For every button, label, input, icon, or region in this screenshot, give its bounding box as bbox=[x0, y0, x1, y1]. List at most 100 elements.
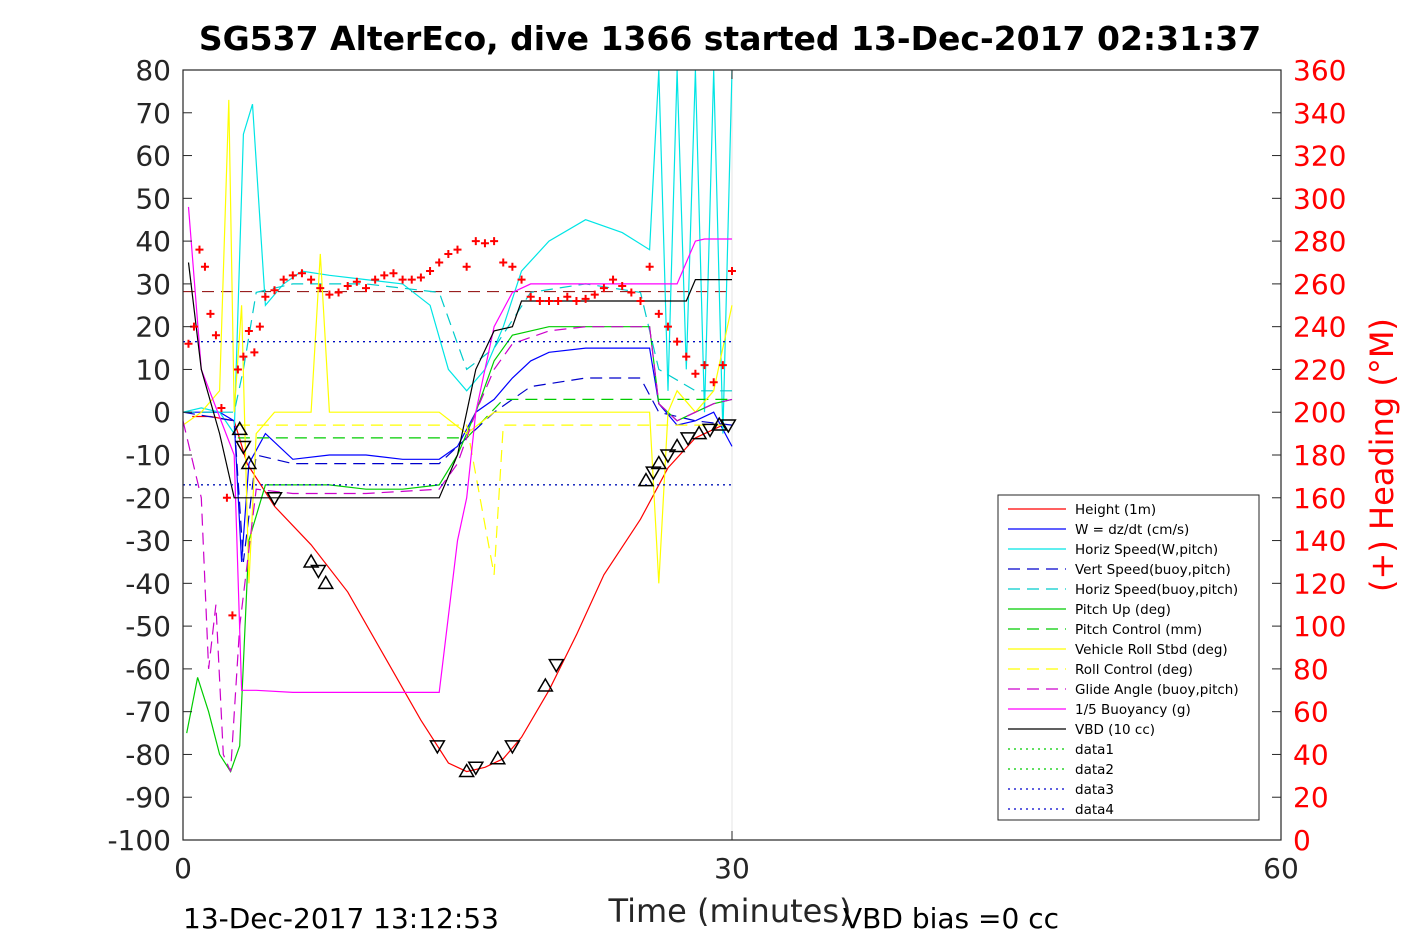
x-tick-label: 30 bbox=[714, 852, 750, 885]
heading-point bbox=[316, 284, 325, 293]
heading-point bbox=[499, 258, 508, 267]
y-tick-label: 40 bbox=[135, 225, 171, 258]
heading-point bbox=[325, 290, 334, 299]
depth-marker bbox=[467, 761, 485, 776]
y2-tick-label: 220 bbox=[1293, 353, 1346, 386]
heading-point bbox=[195, 245, 204, 254]
y2-tick-label: 180 bbox=[1293, 439, 1346, 472]
heading-point bbox=[444, 249, 453, 258]
depth-marker bbox=[240, 455, 258, 470]
depth-marker bbox=[489, 750, 507, 765]
series-line bbox=[192, 415, 724, 773]
legend-label: Horiz Speed(buoy,pitch) bbox=[1075, 582, 1238, 598]
chart-title: SG537 AlterEco, dive 1366 started 13-Dec… bbox=[199, 19, 1261, 58]
heading-point bbox=[362, 284, 370, 293]
heading-point bbox=[380, 271, 389, 280]
heading-point bbox=[334, 288, 343, 297]
heading-point bbox=[673, 337, 682, 346]
y2-tick-label: 240 bbox=[1293, 311, 1346, 344]
heading-point bbox=[709, 378, 718, 387]
y-tick-label: 20 bbox=[135, 311, 171, 344]
legend-label: Glide Angle (buoy,pitch) bbox=[1075, 682, 1239, 698]
heading-point bbox=[545, 297, 553, 305]
heading-point bbox=[490, 237, 499, 246]
y2-tick-label: 140 bbox=[1293, 525, 1346, 558]
depth-marker bbox=[720, 419, 737, 434]
heading-point bbox=[407, 275, 416, 284]
y2-tick-label: 340 bbox=[1293, 97, 1346, 130]
heading-point bbox=[590, 290, 599, 299]
depth-marker bbox=[302, 553, 320, 568]
heading-point bbox=[535, 297, 544, 305]
depth-marker bbox=[235, 440, 252, 455]
legend-label: Height (1m) bbox=[1075, 502, 1156, 518]
legend-label: data4 bbox=[1075, 802, 1114, 818]
heading-point bbox=[700, 361, 709, 370]
y-tick-label: 0 bbox=[153, 396, 171, 429]
heading-point bbox=[307, 275, 316, 284]
heading-point bbox=[270, 286, 279, 295]
series-line bbox=[187, 262, 732, 499]
y-tick-label: 70 bbox=[135, 97, 171, 130]
x-axis: 0 30 60 bbox=[174, 70, 1299, 885]
series-line bbox=[182, 326, 733, 772]
heading-point bbox=[398, 275, 407, 284]
y2-tick-label: 100 bbox=[1293, 610, 1346, 643]
y-tick-label: -50 bbox=[125, 610, 171, 643]
heading-point bbox=[200, 262, 209, 271]
footer-vbd-bias: VBD bias =0 cc bbox=[843, 902, 1059, 935]
heading-point bbox=[228, 611, 237, 620]
heading-point bbox=[217, 403, 226, 412]
heading-point bbox=[618, 282, 627, 291]
footer-date: 13-Dec-2017 13:12:53 bbox=[183, 902, 499, 935]
heading-point bbox=[517, 275, 526, 284]
y2-tick-label: 80 bbox=[1293, 653, 1329, 686]
y2-tick-label: 20 bbox=[1293, 781, 1329, 814]
heading-point bbox=[255, 322, 264, 331]
y-tick-label: 30 bbox=[135, 268, 171, 301]
left-axis: 80 70 60 50 40 30 20 10 0 -10 -20 -30 -40 -50 -60 -70 -8… bbox=[107, 54, 192, 857]
heading-point bbox=[352, 277, 361, 286]
heading-point bbox=[581, 294, 590, 303]
depth-marker bbox=[317, 574, 335, 590]
y2-tick-label: 360 bbox=[1293, 54, 1346, 87]
y-tick-label: 10 bbox=[135, 353, 171, 386]
legend-label: Pitch Up (deg) bbox=[1075, 602, 1171, 618]
x-axis-label: Time (minutes) bbox=[608, 892, 852, 930]
y-tick-label: 80 bbox=[135, 54, 171, 87]
y2-tick-label: 60 bbox=[1293, 696, 1329, 729]
legend-label: data2 bbox=[1075, 762, 1114, 778]
heading-point bbox=[654, 309, 663, 318]
y2-tick-label: 320 bbox=[1293, 140, 1346, 173]
heading-point bbox=[728, 267, 736, 276]
y-tick-label: -10 bbox=[125, 439, 171, 472]
heading-point bbox=[663, 322, 672, 331]
series-line bbox=[187, 206, 732, 694]
heading-point bbox=[554, 297, 563, 305]
y2-tick-label: 120 bbox=[1293, 567, 1346, 600]
legend-label: data3 bbox=[1075, 782, 1114, 798]
legend-label: Horiz Speed(W,pitch) bbox=[1075, 542, 1218, 558]
y2-tick-label: 280 bbox=[1293, 225, 1346, 258]
depth-marker bbox=[659, 449, 677, 464]
y2-tick-label: 0 bbox=[1293, 824, 1311, 857]
y2-tick-label: 300 bbox=[1293, 182, 1346, 215]
legend-label: Roll Control (deg) bbox=[1075, 662, 1193, 678]
y2-tick-label: 160 bbox=[1293, 482, 1346, 515]
y-tick-label: -20 bbox=[125, 482, 171, 515]
series-line bbox=[183, 283, 732, 413]
heading-point bbox=[233, 365, 242, 374]
heading-point bbox=[435, 258, 444, 267]
legend-label: VBD (10 cc) bbox=[1075, 722, 1155, 738]
legend-label: W = dz/dt (cm/s) bbox=[1075, 522, 1189, 538]
heading-point bbox=[297, 269, 306, 278]
depth-marker bbox=[429, 740, 446, 755]
heading-point bbox=[508, 262, 517, 271]
depth-marker bbox=[548, 658, 565, 674]
series-layer bbox=[182, 69, 733, 840]
right-axis: 3603403203002802602402202001801601401201… bbox=[1272, 54, 1346, 857]
heading-point bbox=[211, 331, 220, 340]
heading-point bbox=[718, 361, 727, 370]
heading-point bbox=[471, 237, 480, 246]
